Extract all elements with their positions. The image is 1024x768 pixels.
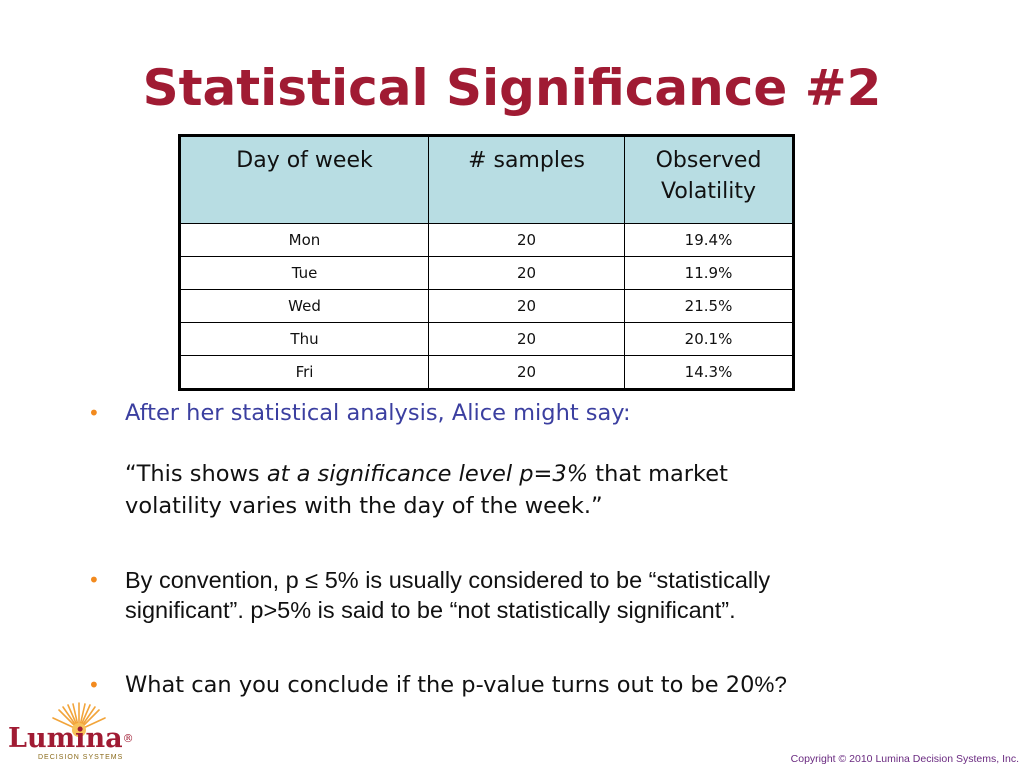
quote-mid: that market (588, 461, 728, 487)
copyright-notice: Copyright © 2010 Lumina Decision Systems… (790, 753, 1019, 765)
question-main: What can you conclude if the p-value tur… (125, 672, 755, 698)
cell-samples: 20 (428, 223, 625, 257)
header-day-of-week: Day of week (179, 135, 429, 224)
bullet-list: • After her statistical analysis, Alice … (88, 396, 988, 700)
logo-subtitle: DECISION SYSTEMS (38, 754, 124, 761)
header-samples: # samples (428, 135, 625, 224)
quote-italic: at a significance level p=3% (266, 461, 589, 487)
cell-day: Mon (179, 223, 429, 257)
bullet-dot-icon: • (88, 568, 100, 592)
bullet-dot-icon: • (88, 401, 100, 425)
bullet-text: What can you conclude if the p-value tur… (125, 670, 988, 700)
registered-mark: ® (122, 732, 134, 745)
table-header-row: Day of week # samples Observed Volatilit… (179, 135, 794, 224)
cell-samples: 20 (428, 322, 625, 356)
convention-line2: significant”. p>5% is said to be “not st… (125, 597, 736, 623)
table-row: Mon 20 19.4% (179, 223, 794, 257)
bullet-alice-analysis: • After her statistical analysis, Alice … (88, 396, 988, 522)
cell-day: Wed (179, 289, 429, 323)
bullet-convention: • By convention, p ≤ 5% is usually consi… (88, 565, 988, 625)
header-observed-volatility: Observed Volatility (624, 135, 794, 224)
cell-samples: 20 (428, 355, 625, 390)
sunburst-icon (52, 702, 106, 737)
cell-volatility: 11.9% (624, 256, 794, 290)
bullet-dot-icon: • (88, 673, 100, 697)
alice-quote: “This shows at a significance level p=3%… (125, 458, 988, 522)
cell-day: Tue (179, 256, 429, 290)
question-tail: %? (754, 672, 787, 697)
cell-day: Fri (179, 355, 429, 390)
cell-samples: 20 (428, 289, 625, 323)
cell-volatility: 20.1% (624, 322, 794, 356)
bullet-text: By convention, p ≤ 5% is usually conside… (125, 565, 988, 625)
cell-volatility: 19.4% (624, 223, 794, 257)
quote-start: “This shows (125, 461, 267, 487)
cell-samples: 20 (428, 256, 625, 290)
lumina-logo: Lumina® DECISION SYSTEMS (6, 700, 136, 764)
volatility-table: Day of week # samples Observed Volatilit… (178, 134, 795, 391)
table-row: Fri 20 14.3% (179, 355, 794, 390)
cell-day: Thu (179, 322, 429, 356)
header-observed-line1: Observed (655, 148, 762, 173)
quote-line2: volatility varies with the day of the we… (125, 493, 603, 519)
table-row: Wed 20 21.5% (179, 289, 794, 323)
table-row: Tue 20 11.9% (179, 256, 794, 290)
logo-wordmark: Lumina® (8, 723, 134, 754)
slide-title: Statistical Significance #2 (142, 59, 882, 117)
cell-volatility: 14.3% (624, 355, 794, 390)
bullet-question: • What can you conclude if the p-value t… (88, 670, 988, 700)
cell-volatility: 21.5% (624, 289, 794, 323)
table-row: Thu 20 20.1% (179, 322, 794, 356)
bullet-text: After her statistical analysis, Alice mi… (125, 400, 631, 426)
convention-line1: By convention, p ≤ 5% is usually conside… (125, 567, 771, 593)
header-observed-line2: Volatility (660, 179, 756, 204)
